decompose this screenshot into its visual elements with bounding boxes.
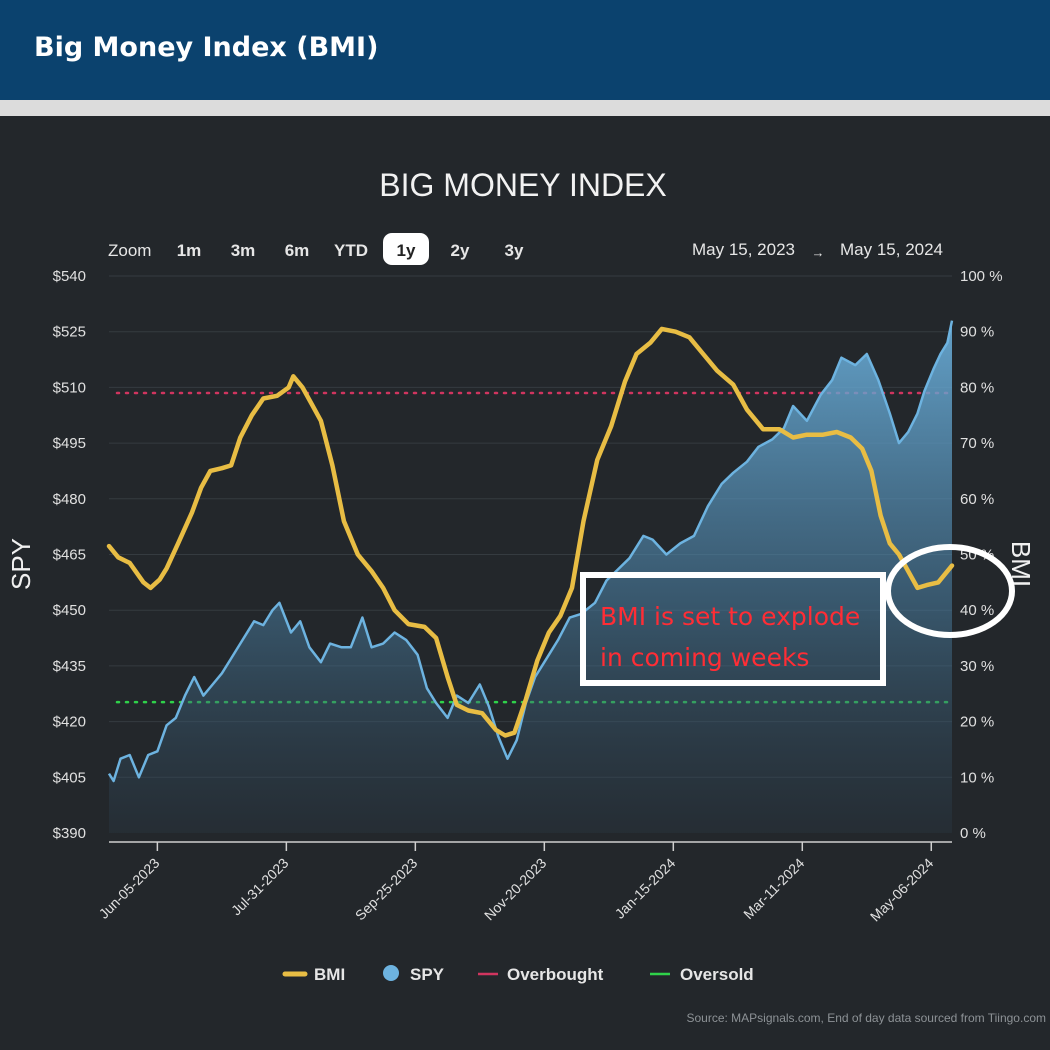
zoom-button-3y[interactable]: 3y bbox=[505, 241, 524, 260]
left-tick-label: $405 bbox=[53, 769, 86, 786]
right-tick-label: 60 % bbox=[960, 491, 994, 508]
right-tick-label: 0 % bbox=[960, 825, 986, 842]
left-tick-label: $510 bbox=[53, 379, 86, 396]
zoom-button-3m[interactable]: 3m bbox=[231, 241, 256, 260]
spy-area-fill bbox=[109, 320, 952, 834]
annotation-line-2: in coming weeks bbox=[600, 643, 809, 672]
right-axis-ticks: 100 %90 %80 %70 %60 %50 %40 %30 %20 %10 … bbox=[960, 268, 1003, 842]
bmi-series bbox=[106, 326, 955, 738]
right-tick-label: 70 % bbox=[960, 435, 994, 452]
annotation-circle bbox=[885, 544, 1015, 638]
right-tick-label: 100 % bbox=[960, 268, 1003, 285]
annotation-box bbox=[580, 572, 886, 686]
zoom-button-1m[interactable]: 1m bbox=[177, 241, 202, 260]
left-tick-label: $525 bbox=[53, 324, 86, 341]
legend-overbought-label[interactable]: Overbought bbox=[507, 965, 604, 984]
left-tick-label: $495 bbox=[53, 435, 86, 452]
zoom-label: Zoom bbox=[108, 241, 151, 260]
header-banner: Big Money Index (BMI) bbox=[0, 0, 1050, 100]
range-arrow: → bbox=[812, 245, 825, 260]
x-tick-label: Nov-20-2023 bbox=[481, 855, 550, 924]
source-note: Source: MAPsignals.com, End of day data … bbox=[686, 1011, 1046, 1025]
chart-panel: BIG MONEY INDEX Zoom 1m 3m 6m YTD 1y 2y … bbox=[0, 116, 1050, 1050]
left-tick-label: $435 bbox=[53, 658, 86, 675]
divider bbox=[0, 100, 1050, 116]
range-to-input[interactable]: May 15, 2024 bbox=[840, 240, 943, 259]
left-tick-label: $420 bbox=[53, 714, 86, 731]
left-axis-ticks: $540 $525 $510 $495 $480 $465 $450 $435 $420 $405… bbox=[53, 268, 86, 842]
spy-line bbox=[107, 320, 954, 783]
x-tick-label: Jul-31-2023 bbox=[228, 855, 292, 919]
left-axis-label: SPY bbox=[6, 538, 36, 590]
x-tick-label: Sep-25-2023 bbox=[352, 855, 421, 924]
bmi-chart: BIG MONEY INDEX Zoom 1m 3m 6m YTD 1y 2y … bbox=[6, 167, 1046, 1025]
legend: BMI SPY Overbought Oversold bbox=[282, 965, 754, 984]
annotation: BMI is set to explode in coming weeks bbox=[580, 544, 1015, 686]
zoom-button-6m[interactable]: 6m bbox=[285, 241, 310, 260]
legend-bmi-label[interactable]: BMI bbox=[314, 965, 345, 984]
right-tick-label: 30 % bbox=[960, 658, 994, 675]
left-tick-label: $480 bbox=[53, 491, 86, 508]
zoom-controls: Zoom 1m 3m 6m YTD 1y 2y 3y May 15, 2023 … bbox=[108, 233, 943, 265]
right-tick-label: 10 % bbox=[960, 769, 994, 786]
x-tick-label: Mar-11-2024 bbox=[740, 855, 807, 922]
legend-spy-swatch bbox=[383, 965, 399, 981]
zoom-button-ytd[interactable]: YTD bbox=[334, 241, 368, 260]
page-title: Big Money Index (BMI) bbox=[34, 32, 379, 63]
x-tick-label: May-06-2024 bbox=[867, 855, 937, 925]
right-tick-label: 90 % bbox=[960, 324, 994, 341]
right-tick-label: 40 % bbox=[960, 602, 994, 619]
legend-oversold-label[interactable]: Oversold bbox=[680, 965, 754, 984]
right-tick-label: 20 % bbox=[960, 714, 994, 731]
left-tick-label: $450 bbox=[53, 602, 86, 619]
bmi-line bbox=[106, 326, 955, 738]
zoom-selected-highlight bbox=[383, 233, 429, 265]
right-tick-label: 80 % bbox=[960, 379, 994, 396]
zoom-button-2y[interactable]: 2y bbox=[451, 241, 470, 260]
legend-spy-label[interactable]: SPY bbox=[410, 965, 445, 984]
spy-series bbox=[107, 320, 954, 834]
chart-title: BIG MONEY INDEX bbox=[379, 167, 666, 203]
annotation-line-1: BMI is set to explode bbox=[600, 602, 860, 631]
left-tick-label: $390 bbox=[53, 825, 86, 842]
left-tick-label: $540 bbox=[53, 268, 86, 285]
x-tick-label: Jan-15-2024 bbox=[612, 855, 679, 922]
x-tick-label: Jun-05-2023 bbox=[96, 855, 163, 922]
range-from-input[interactable]: May 15, 2023 bbox=[692, 240, 795, 259]
x-axis: Jun-05-2023 Jul-31-2023 Sep-25-2023 Nov-20-… bbox=[96, 841, 952, 925]
left-tick-label: $465 bbox=[53, 547, 86, 564]
zoom-button-1y[interactable]: 1y bbox=[397, 241, 416, 260]
